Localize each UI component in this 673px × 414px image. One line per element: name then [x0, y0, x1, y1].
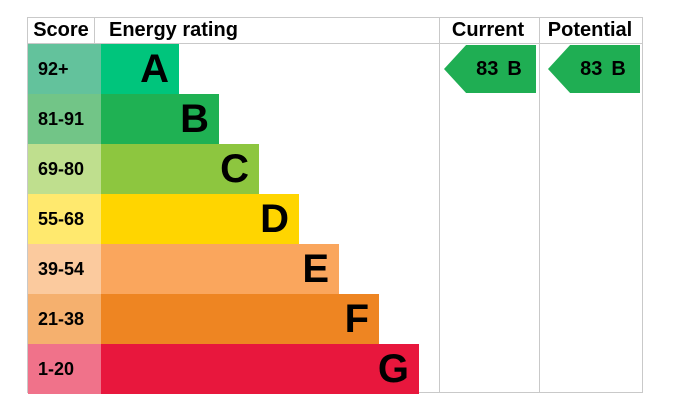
current-rating-grade: B	[507, 57, 522, 80]
rating-letter: F	[344, 297, 369, 341]
current-rating-value: 83	[476, 57, 499, 80]
divider-potential-column	[539, 18, 540, 392]
rating-letter: D	[260, 197, 289, 241]
score-cell: 39-54	[28, 244, 101, 294]
rating-letter: A	[140, 47, 169, 91]
band-row-g: 1-20 G	[28, 344, 642, 394]
rating-letter: C	[220, 147, 249, 191]
potential-rating-value: 83	[580, 57, 603, 80]
rating-bar: G	[101, 344, 419, 394]
rating-bar: B	[101, 94, 219, 144]
header-score: Score	[28, 18, 95, 43]
score-cell: 1-20	[28, 344, 101, 394]
band-row-b: 81-91 B	[28, 94, 642, 144]
rating-letter: B	[180, 97, 209, 141]
score-cell: 92+	[28, 44, 101, 94]
score-cell: 69-80	[28, 144, 101, 194]
divider-current-column	[439, 18, 440, 392]
potential-rating-grade: B	[611, 57, 626, 80]
score-cell: 21-38	[28, 294, 101, 344]
potential-rating-arrow: 83 B	[548, 45, 640, 93]
rating-bar: C	[101, 144, 259, 194]
rating-letter: E	[302, 247, 329, 291]
rating-bar: F	[101, 294, 379, 344]
band-row-d: 55-68 D	[28, 194, 642, 244]
header-energy-rating: Energy rating	[109, 19, 238, 41]
rating-table: Score Energy rating Current Potential 92…	[27, 17, 643, 394]
rating-bar: A	[101, 44, 179, 94]
rating-letter: G	[377, 347, 409, 391]
current-rating-arrow: 83 B	[444, 45, 536, 93]
score-cell: 55-68	[28, 194, 101, 244]
rating-bar: D	[101, 194, 299, 244]
table-header-row: Score Energy rating Current Potential	[28, 18, 642, 44]
band-row-e: 39-54 E	[28, 244, 642, 294]
rating-bands: 92+ A 81-91 B 69-80 C 55-68 D 39-54 E 21…	[28, 44, 642, 394]
rating-bar: E	[101, 244, 339, 294]
header-current: Current	[451, 19, 525, 41]
header-potential: Potential	[547, 19, 633, 41]
score-cell: 81-91	[28, 94, 101, 144]
band-row-c: 69-80 C	[28, 144, 642, 194]
band-row-f: 21-38 F	[28, 294, 642, 344]
band-row-a: 92+ A	[28, 44, 642, 94]
